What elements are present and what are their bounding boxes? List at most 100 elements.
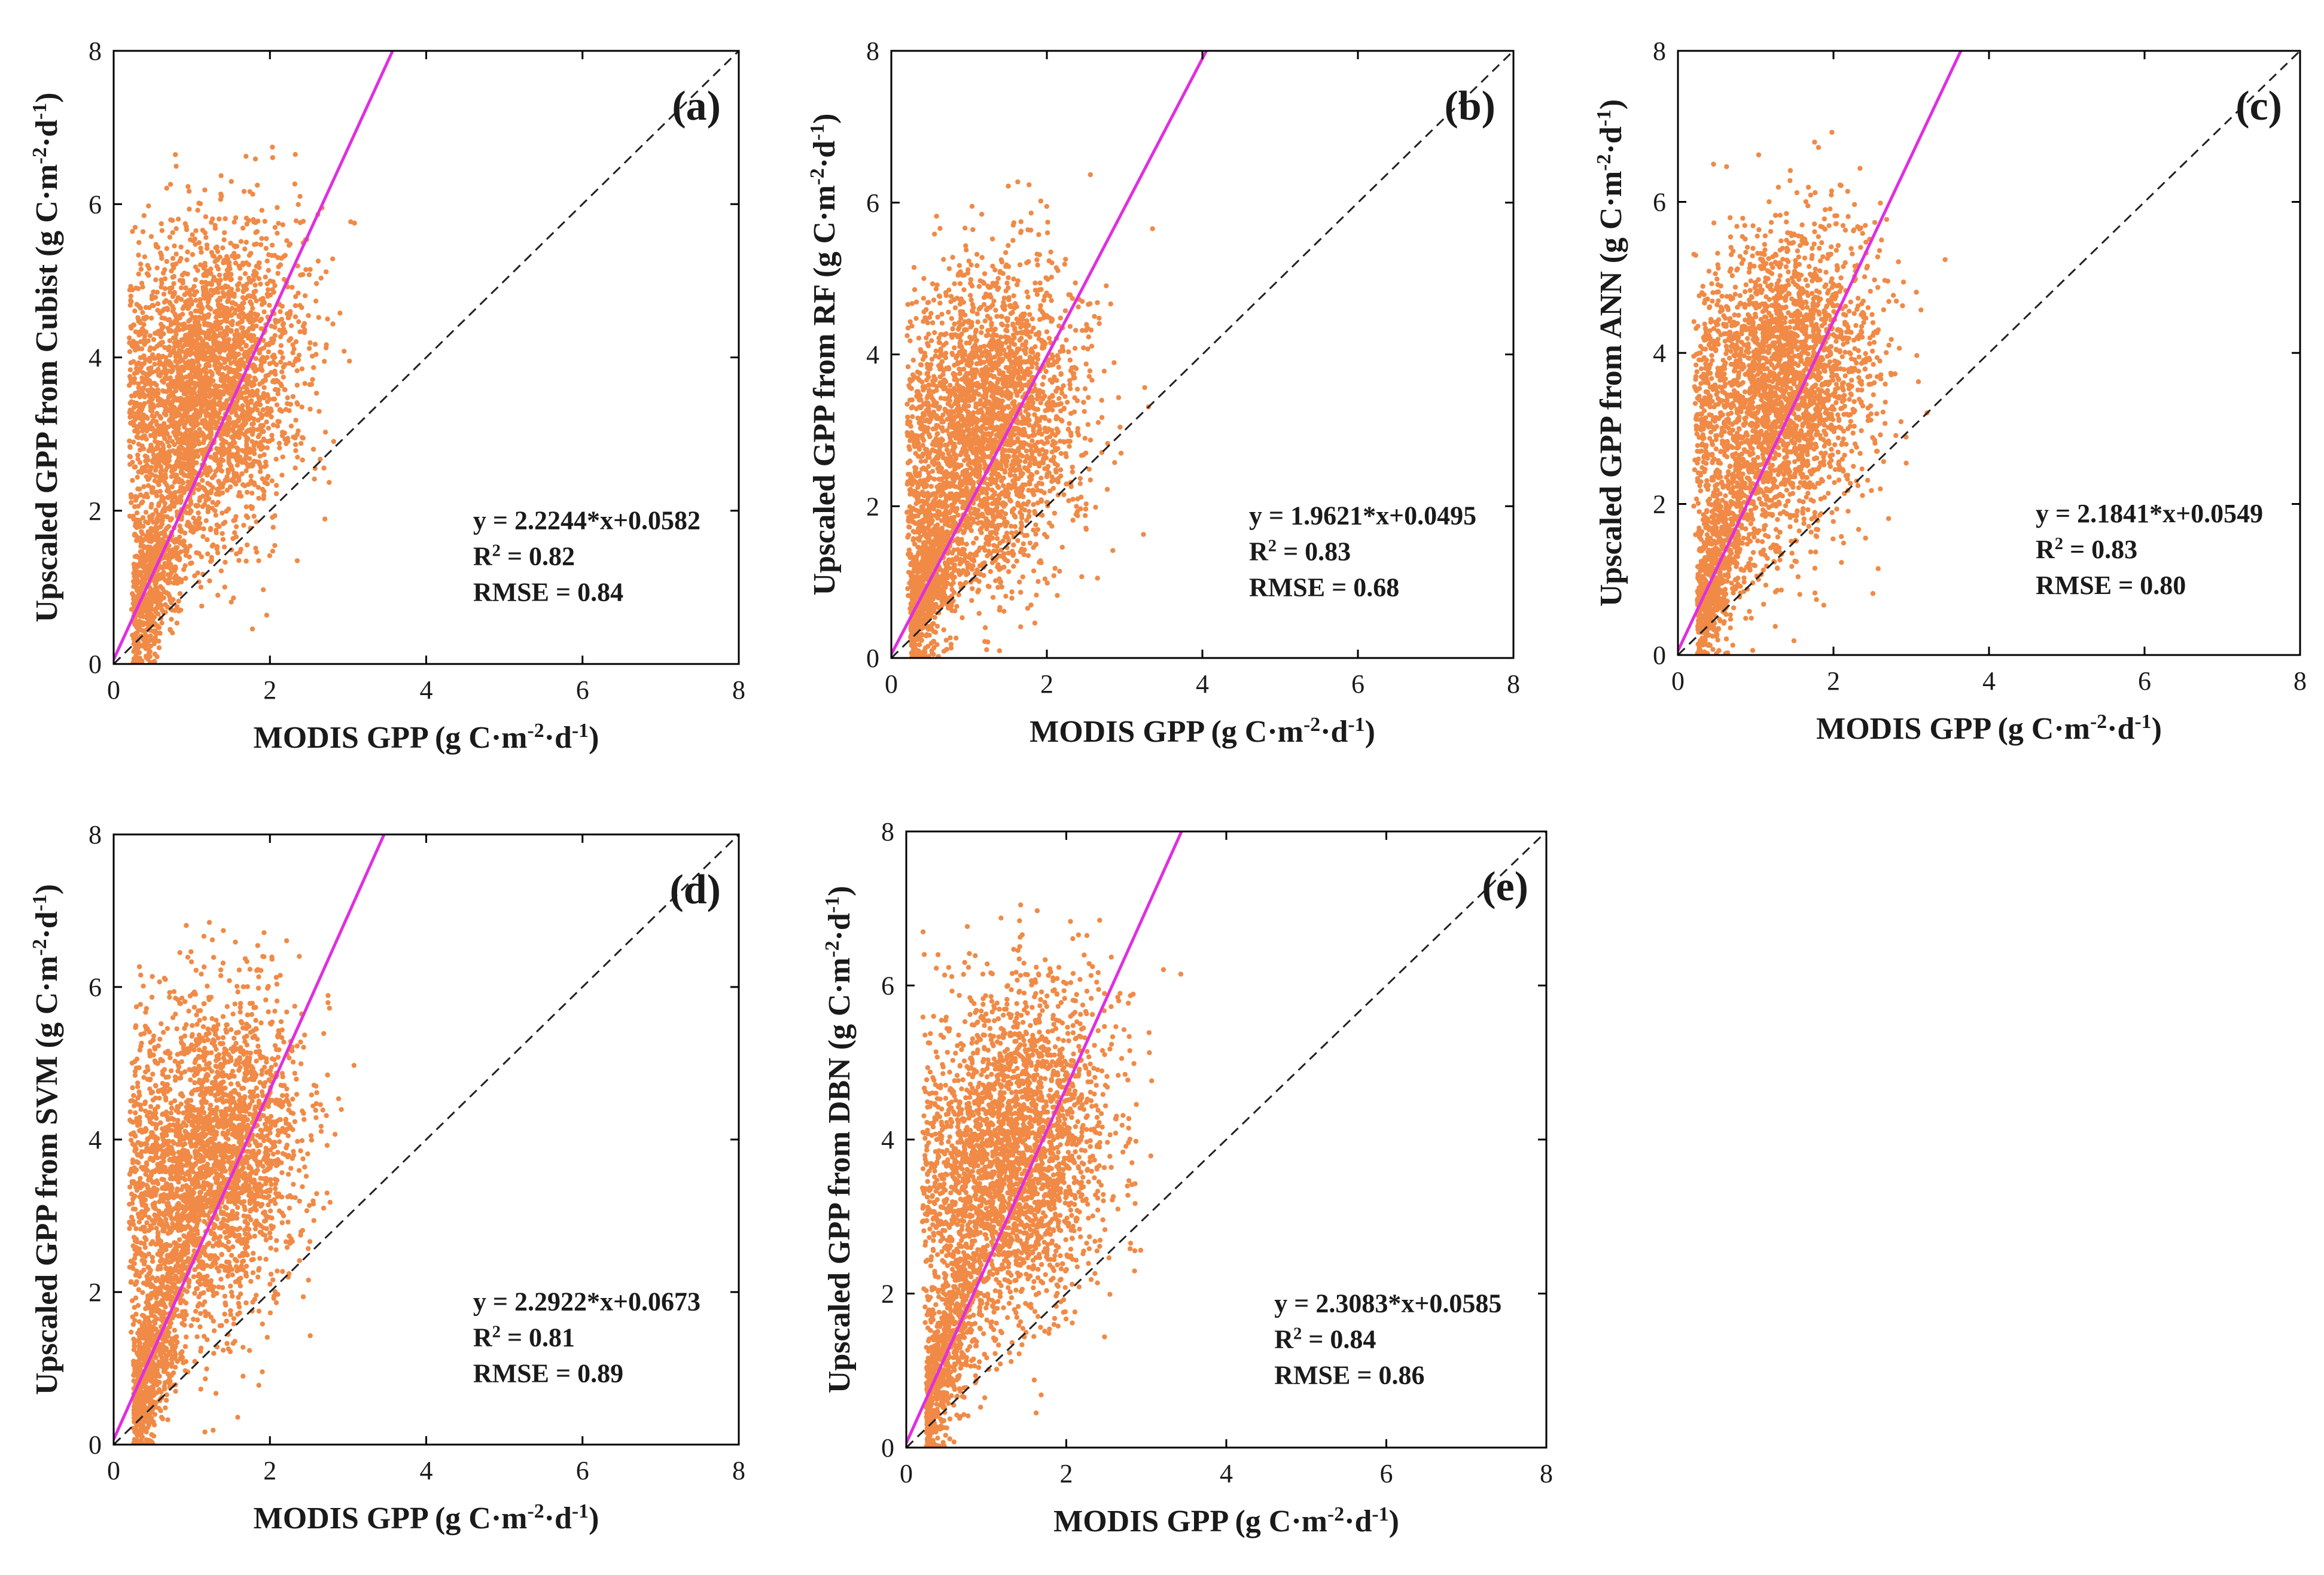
data-point [142,342,147,347]
data-point [178,549,184,555]
data-point [1067,444,1072,449]
data-point [133,564,138,569]
data-point [260,295,266,301]
data-point [266,425,271,431]
data-point [233,301,239,307]
data-point [174,620,179,626]
data-point [226,429,231,435]
data-point [217,463,223,469]
data-point [135,650,141,655]
data-point [255,485,261,490]
data-point [132,224,138,230]
data-point [221,391,226,397]
data-point [179,419,185,425]
data-point [137,520,142,525]
data-point [218,197,224,202]
data-point [257,469,263,474]
data-point [272,252,278,258]
data-point [217,457,223,463]
data-point [249,626,255,632]
data-point [982,271,988,276]
data-point [136,286,141,291]
data-point [254,392,260,398]
data-point [293,339,299,345]
data-point [150,303,156,308]
data-point [150,637,155,643]
data-point [151,641,157,647]
data-point [931,476,937,482]
data-point [146,366,151,371]
data-point [252,368,258,374]
data-point [159,255,165,261]
data-point [275,270,281,276]
data-point [1003,593,1009,599]
data-point [196,303,201,309]
data-point [141,628,146,633]
data-point [127,462,133,467]
data-point [142,333,148,339]
data-point [168,217,173,223]
data-point [1004,531,1010,536]
data-point [203,349,209,355]
data-point [242,422,247,427]
data-point [138,266,144,272]
data-point [226,470,231,476]
data-point [129,500,134,505]
data-point [218,431,224,437]
data-point [218,331,223,336]
data-point [185,184,191,190]
data-point [250,462,255,468]
data-point [131,636,136,642]
data-point [270,525,276,530]
data-point [139,579,144,585]
data-point [168,361,173,366]
data-point [266,267,271,273]
data-point [195,208,200,213]
data-point [1079,574,1085,580]
data-point [185,271,190,277]
data-point [232,332,237,338]
data-point [209,379,215,384]
data-point [240,262,246,267]
data-point [129,495,134,500]
data-point [1058,467,1064,473]
data-point [1035,262,1040,268]
data-point [1050,355,1055,361]
data-point [232,530,237,535]
data-point [197,345,203,351]
data-point [176,367,182,373]
data-point [151,289,156,295]
data-point [242,432,248,437]
data-point [251,513,257,519]
data-point [154,544,160,549]
data-point [166,344,172,350]
data-point [290,350,296,355]
data-point [240,226,246,231]
data-point [211,339,217,345]
data-point [156,611,161,617]
data-point [1082,435,1088,441]
data-point [1048,249,1053,255]
data-point [153,462,159,468]
data-point [182,563,188,568]
data-point [913,299,919,305]
data-point [140,310,145,315]
data-point [278,262,284,267]
data-point [272,543,278,549]
data-point [1015,346,1021,352]
data-point [144,534,150,540]
data-point [192,520,198,525]
data-point [270,422,276,428]
data-point [131,322,136,328]
data-point [214,528,219,533]
data-point [153,520,159,526]
data-point [216,383,221,389]
data-point [246,275,252,281]
data-point [934,214,939,219]
data-point [158,464,164,470]
data-point [251,333,257,339]
data-point [195,268,200,273]
data-point [330,256,336,261]
data-point [129,607,135,612]
data-point [215,450,221,455]
